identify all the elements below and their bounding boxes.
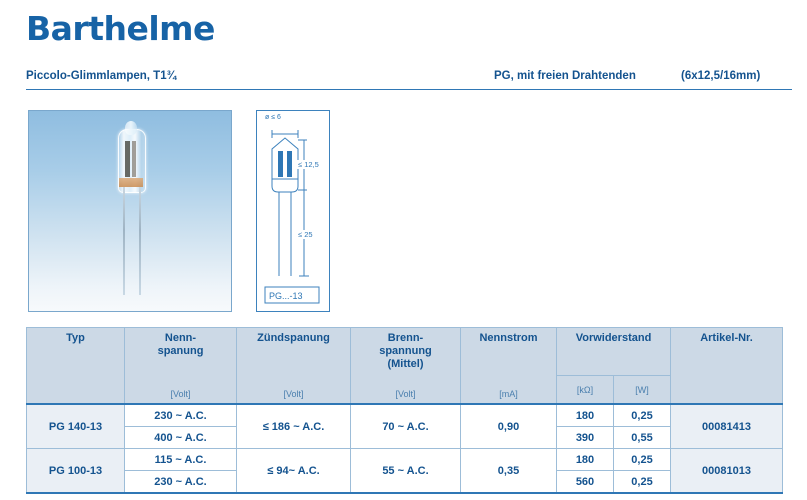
drawing-body-height-label: ≤ 12,5 bbox=[297, 160, 320, 169]
lamp-electrode-right bbox=[132, 141, 136, 177]
lamp-electrode-left bbox=[125, 141, 130, 177]
cell-nennspanung: 230 ~ A.C. bbox=[124, 403, 237, 427]
col-nennspanung-title: Nenn-spanung bbox=[157, 332, 204, 357]
technical-drawing: ø ≤ 6 ≤ 12,5 ≤ 25 PG...-13 bbox=[256, 110, 330, 312]
cell-zuendspanung: ≤ 186 ~ A.C. bbox=[236, 403, 351, 449]
cell-vorwiderstand-w: 0,25 bbox=[613, 448, 671, 471]
lamp-lead-left bbox=[123, 187, 125, 295]
col-vorwiderstand-kohm: [kΩ] bbox=[556, 375, 614, 405]
table-row: PG 140-13 230 ~ A.C. ≤ 186 ~ A.C. 70 ~ A… bbox=[26, 403, 783, 449]
table-row: 400 ~ A.C. 390 0,55 bbox=[27, 426, 783, 449]
cell-vorwiderstand-w: 0,25 bbox=[613, 403, 671, 427]
col-typ: Typ bbox=[26, 327, 125, 405]
specifications-table: Typ Nenn-spanung [Volt] Zündspanung [Vol… bbox=[26, 327, 783, 494]
col-nennspanung: Nenn-spanung [Volt] bbox=[124, 327, 237, 405]
cell-artikel-nr: 00081013 bbox=[670, 448, 783, 494]
drawing-electrode-right bbox=[287, 151, 292, 177]
specifications-table-wrap: Typ Nenn-spanung [Volt] Zündspanung [Vol… bbox=[26, 327, 783, 494]
col-nennstrom: Nennstrom [mA] bbox=[460, 327, 557, 405]
product-photo bbox=[28, 110, 232, 312]
cell-vorwiderstand-w: 0,55 bbox=[613, 426, 671, 449]
cell-brennspannung: 55 ~ A.C. bbox=[350, 448, 461, 494]
col-vorwiderstand: Vorwiderstand bbox=[556, 327, 671, 376]
lamp-base bbox=[119, 178, 143, 187]
cell-typ: PG 100-13 bbox=[26, 448, 125, 494]
subtitle-divider bbox=[26, 89, 792, 90]
subtitle-right: (6x12,5/16mm) bbox=[681, 70, 761, 82]
drawing-total-length-label: ≤ 25 bbox=[297, 230, 314, 239]
lamp-tip bbox=[125, 121, 137, 135]
table-row: PG 100-13 115 ~ A.C. ≤ 94~ A.C. 55 ~ A.C… bbox=[26, 448, 783, 494]
table-header-row: Typ Nenn-spanung [Volt] Zündspanung [Vol… bbox=[26, 327, 783, 405]
cell-artikel-nr: 00081413 bbox=[670, 403, 783, 449]
cell-nennstrom: 0,35 bbox=[460, 448, 557, 494]
cell-zuendspanung: ≤ 94~ A.C. bbox=[236, 448, 351, 494]
lamp-lead-right bbox=[139, 187, 141, 295]
brand-logo: Barthelme bbox=[26, 9, 215, 48]
drawing-caption: PG...-13 bbox=[269, 291, 303, 301]
cell-vorwiderstand-kohm: 180 bbox=[556, 448, 614, 471]
cell-vorwiderstand-kohm: 390 bbox=[556, 426, 614, 449]
cell-nennstrom: 0,90 bbox=[460, 403, 557, 449]
cell-vorwiderstand-kohm: 180 bbox=[556, 403, 614, 427]
drawing-electrode-left bbox=[278, 151, 283, 177]
cell-nennspanung: 115 ~ A.C. bbox=[124, 448, 237, 471]
cell-brennspannung: 70 ~ A.C. bbox=[350, 403, 461, 449]
subtitle-middle: PG, mit freien Drahtenden bbox=[494, 70, 636, 82]
col-vorwiderstand-w: [W] bbox=[613, 375, 671, 405]
table-row: 230 ~ A.C. 560 0,25 bbox=[27, 470, 783, 494]
col-artikel-nr: Artikel-Nr. bbox=[670, 327, 783, 405]
cell-vorwiderstand-w: 0,25 bbox=[613, 470, 671, 494]
table-header: Typ Nenn-spanung [Volt] Zündspanung [Vol… bbox=[26, 327, 783, 405]
col-zuendspanung: Zündspanung [Volt] bbox=[236, 327, 351, 405]
subtitle-bar: Piccolo-Glimmlampen, T1¾ PG, mit freien … bbox=[26, 68, 792, 90]
cell-vorwiderstand-kohm: 560 bbox=[556, 470, 614, 494]
col-nennspanung-unit: [Volt] bbox=[170, 389, 191, 399]
cell-nennspanung: 400 ~ A.C. bbox=[124, 426, 237, 449]
table-header-subrow: [kΩ] [W] bbox=[27, 375, 783, 405]
col-brennspannung-title: Brenn-spannung (Mittel) bbox=[379, 332, 432, 370]
subtitle-left: Piccolo-Glimmlampen, T1¾ bbox=[26, 70, 177, 82]
cell-typ: PG 140-13 bbox=[26, 403, 125, 449]
cell-nennspanung: 230 ~ A.C. bbox=[124, 470, 237, 494]
table-body: PG 140-13 230 ~ A.C. ≤ 186 ~ A.C. 70 ~ A… bbox=[26, 403, 783, 494]
drawing-diameter-label: ø ≤ 6 bbox=[265, 114, 281, 121]
col-brennspannung: Brenn-spannung (Mittel) [Volt] bbox=[350, 327, 461, 405]
